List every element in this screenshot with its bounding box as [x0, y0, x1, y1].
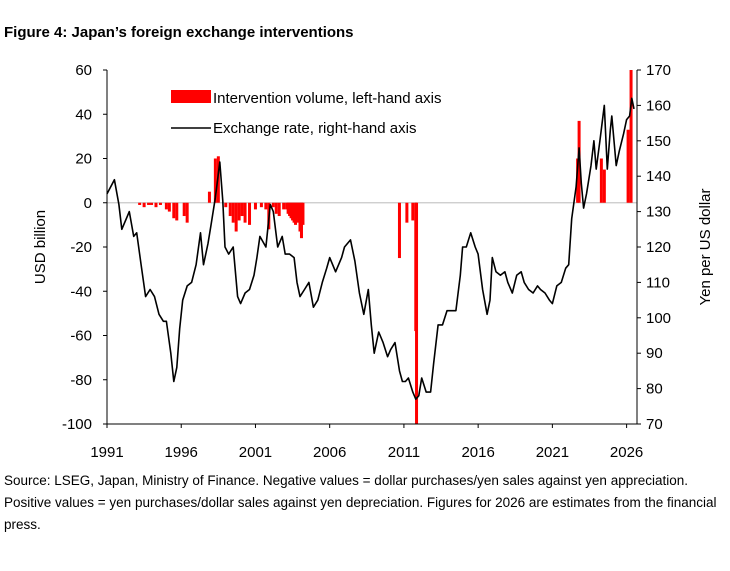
intervention-bar	[397, 202, 401, 259]
intervention-bar	[259, 202, 263, 208]
intervention-bar	[415, 202, 419, 424]
intervention-bar	[167, 202, 171, 212]
intervention-bar	[240, 202, 244, 217]
x-tick-label: 2001	[239, 444, 272, 461]
intervention-bar	[411, 202, 415, 221]
left-tick-label: 60	[75, 62, 92, 79]
intervention-bar	[150, 202, 154, 205]
x-axis-ticks: 1991 1996 2001 2006 2011 2016 2021 2026	[90, 424, 643, 461]
intervention-bar	[253, 202, 257, 210]
intervention-bar	[207, 191, 211, 203]
intervention-bar	[224, 202, 228, 208]
intervention-bar	[234, 202, 238, 232]
left-tick-label: -80	[70, 372, 92, 389]
intervention-bar	[147, 202, 151, 205]
x-tick-label: 2006	[313, 444, 346, 461]
intervention-bar	[231, 202, 235, 223]
left-tick-label: -40	[70, 283, 92, 300]
intervention-bar	[243, 202, 247, 223]
intervention-bar	[228, 202, 232, 217]
right-tick-label: 170	[646, 62, 671, 79]
right-tick-label: 140	[646, 168, 671, 185]
right-tick-label: 130	[646, 204, 671, 221]
legend-bar-label: Intervention volume, left-hand axis	[213, 90, 441, 107]
right-tick-label: 110	[646, 274, 670, 291]
intervention-bar	[164, 202, 168, 210]
intervention-bar	[182, 202, 186, 217]
intervention-bar	[185, 202, 189, 223]
intervention-bars	[138, 70, 633, 424]
intervention-bar	[599, 158, 603, 203]
legend-bar-swatch	[171, 90, 211, 103]
source-note: Source: LSEG, Japan, Ministry of Finance…	[4, 473, 717, 532]
left-tick-label: 20	[75, 151, 92, 168]
x-tick-label: 1996	[165, 444, 198, 461]
left-axis-label: USD billion	[32, 210, 49, 284]
intervention-bar	[175, 202, 179, 221]
legend: Intervention volume, left-hand axis Exch…	[171, 90, 441, 137]
intervention-bar	[248, 202, 252, 225]
left-tick-label: -60	[70, 328, 92, 345]
x-tick-label: 1991	[90, 444, 123, 461]
left-axis-ticks: 60 40 20 0 -20 -40 -60 -80 -100	[62, 62, 107, 433]
intervention-bar	[626, 129, 630, 203]
intervention-bar	[282, 202, 286, 210]
left-tick-label: -20	[70, 239, 92, 256]
x-tick-label: 2016	[461, 444, 494, 461]
right-axis-ticks: 170 160 150 140 130 120 110 100 90 80 70	[637, 62, 671, 433]
right-tick-label: 120	[646, 239, 671, 256]
left-tick-label: 40	[75, 106, 92, 123]
legend-line-label: Exchange rate, right-hand axis	[213, 120, 416, 137]
intervention-bar	[237, 202, 241, 221]
intervention-bar	[264, 202, 268, 210]
intervention-bar	[577, 120, 581, 203]
intervention-bar	[138, 202, 142, 205]
intervention-bar	[172, 202, 176, 219]
right-tick-label: 100	[646, 310, 671, 327]
intervention-bar	[629, 70, 633, 203]
right-axis-label: Yen per US dollar	[697, 188, 714, 305]
right-tick-label: 90	[646, 345, 663, 362]
intervention-bar	[154, 202, 158, 208]
intervention-bar	[271, 202, 275, 208]
intervention-bar	[301, 202, 305, 225]
intervention-bar	[277, 202, 281, 217]
x-tick-label: 2021	[536, 444, 569, 461]
intervention-bar	[602, 169, 606, 203]
right-tick-label: 70	[646, 416, 663, 433]
intervention-bar	[213, 158, 217, 203]
intervention-bar	[158, 202, 162, 205]
intervention-bar	[142, 202, 146, 208]
left-tick-label: -100	[62, 416, 92, 433]
left-tick-label: 0	[84, 195, 92, 212]
right-tick-label: 80	[646, 381, 663, 398]
exchange-rate-line	[106, 97, 635, 401]
intervention-bar	[405, 202, 409, 223]
right-tick-label: 160	[646, 97, 671, 114]
x-tick-label: 2011	[388, 444, 420, 461]
right-tick-label: 150	[646, 133, 671, 150]
figure-title: Figure 4: Japan’s foreign exchange inter…	[4, 24, 354, 41]
x-tick-label: 2026	[610, 444, 643, 461]
intervention-bar	[274, 202, 278, 214]
